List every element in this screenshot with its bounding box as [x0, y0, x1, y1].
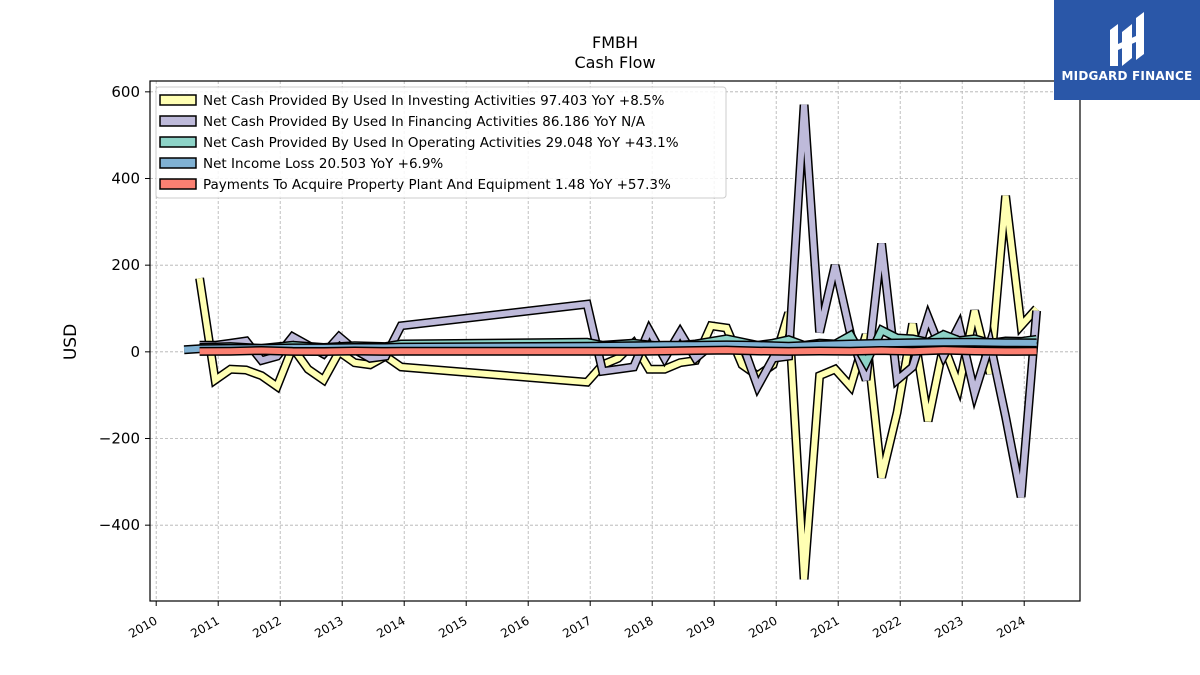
y-axis-label: USD — [61, 324, 81, 360]
legend-swatch-4 — [159, 178, 197, 190]
y-tick-label: 600 — [111, 83, 140, 101]
x-tick-label: 2018 — [622, 613, 655, 640]
x-tick-label: 2013 — [312, 613, 345, 640]
legend-entry-0: Net Cash Provided By Used In Investing A… — [203, 93, 665, 109]
x-tick-label: 2015 — [436, 613, 469, 640]
legend-swatch-1 — [159, 115, 197, 127]
x-tick-label: 2019 — [684, 613, 717, 640]
legend-box — [155, 86, 727, 199]
x-tick-label: 2022 — [870, 613, 903, 640]
brand-logo: MIDGARD FINANCE — [1054, 0, 1200, 100]
x-tick-label: 2024 — [994, 613, 1027, 640]
legend-swatch-3 — [159, 157, 197, 169]
y-tick-label: 400 — [111, 170, 140, 188]
y-tick-label: 200 — [111, 256, 140, 274]
series-outline-0 — [195, 195, 1040, 580]
chart-subtitle: Cash Flow — [574, 53, 655, 72]
legend: Net Cash Provided By Used In Investing A… — [155, 86, 727, 199]
legend-entry-1: Net Cash Provided By Used In Financing A… — [203, 114, 646, 130]
legend-entry-4: Payments To Acquire Property Plant And E… — [203, 177, 671, 193]
y-tick-label: 0 — [130, 343, 140, 361]
plot-frame — [149, 80, 1081, 602]
x-tick-label: 2016 — [498, 613, 531, 640]
y-tick-label: −400 — [99, 516, 140, 534]
x-tick-label: 2014 — [374, 613, 407, 640]
x-tick-label: 2023 — [932, 613, 965, 640]
x-tick-label: 2020 — [746, 613, 779, 640]
x-tick-label: 2021 — [808, 613, 841, 640]
x-tick-label: 2011 — [188, 613, 221, 640]
chart-title: FMBH — [592, 33, 638, 52]
legend-swatch-2 — [159, 136, 197, 148]
x-tick-label: 2017 — [560, 613, 593, 640]
y-tick-label: −200 — [99, 430, 140, 448]
legend-entry-3: Net Income Loss 20.503 YoY +6.9% — [203, 156, 443, 172]
x-tick-label: 2010 — [126, 613, 159, 640]
logo-text: MIDGARD FINANCE — [1061, 69, 1193, 83]
x-tick-label: 2012 — [250, 613, 283, 640]
midgard-logo-icon — [1110, 12, 1144, 66]
legend-entry-2: Net Cash Provided By Used In Operating A… — [203, 135, 679, 151]
series-layer — [183, 104, 1042, 580]
series-line-4 — [199, 347, 1037, 355]
series-line-0 — [196, 195, 1039, 580]
legend-swatch-0 — [159, 94, 197, 106]
